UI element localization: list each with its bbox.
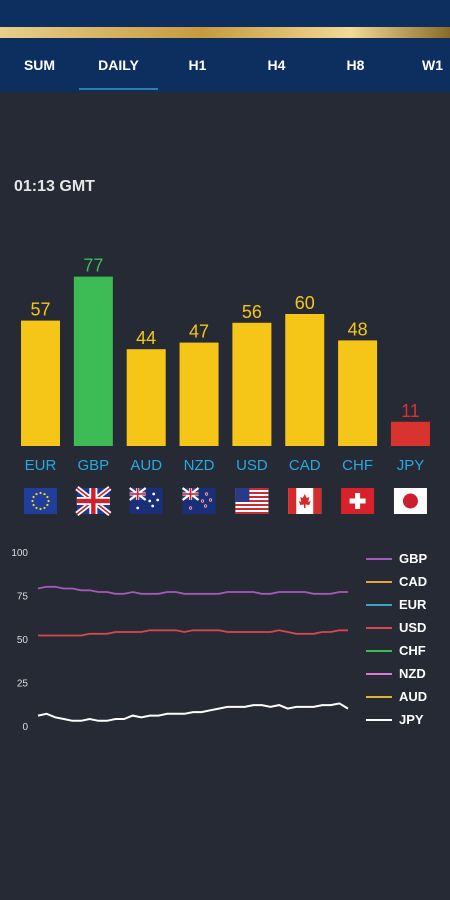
y-tick-label: 50 [17, 635, 29, 646]
top-app-bar: SUM DAILY H1 H4 H8 W1 [0, 0, 450, 92]
bar-chf [338, 340, 378, 446]
currency-label: NZD [184, 457, 215, 474]
eu-flag-icon [24, 488, 57, 514]
legend-swatch [366, 719, 392, 721]
legend-item-nzd: NZD [366, 665, 450, 688]
bar-eur [21, 320, 60, 446]
y-tick-label: 25 [17, 679, 29, 690]
legend-item-eur: EUR [366, 596, 450, 619]
bar-value-label: 56 [242, 302, 262, 322]
legend-label: AUD [399, 689, 428, 704]
bar-value-label: 48 [348, 319, 368, 339]
currency-label: CAD [289, 457, 321, 474]
bar-gbp [73, 276, 113, 446]
bar-nzd [179, 342, 219, 446]
bar-value-label: 57 [30, 300, 50, 320]
canada-flag-icon [288, 488, 322, 514]
legend-swatch [366, 650, 392, 652]
bar-usd [232, 322, 272, 446]
legend-label: NZD [399, 666, 426, 681]
y-tick-label: 0 [22, 722, 28, 733]
currency-label: JPY [397, 457, 425, 474]
header-accent-stripe [0, 27, 450, 38]
currency-label: AUD [130, 457, 162, 474]
legend-item-cad: CAD [366, 573, 450, 596]
uk-flag-icon [75, 486, 112, 516]
new-zealand-flag-icon [181, 487, 216, 514]
bar-value-label: 60 [295, 293, 315, 313]
timeframe-tabs: SUM DAILY H1 H4 H8 W1 [0, 38, 450, 92]
y-tick-label: 100 [11, 548, 28, 559]
legend-label: JPY [399, 712, 424, 727]
bar-jpy [390, 421, 430, 446]
legend-item-chf: CHF [366, 642, 450, 665]
legend-item-jpy: JPY [366, 711, 450, 734]
legend-item-aud: AUD [366, 688, 450, 711]
legend-label: CAD [399, 574, 428, 589]
line-chart-legend: GBP CAD EUR USD CHF NZD AUD JPY [366, 550, 450, 734]
currency-label: EUR [25, 457, 57, 474]
japan-flag-icon [393, 488, 427, 514]
currency-label: CHF [342, 457, 373, 474]
legend-label: EUR [399, 597, 427, 612]
strength-history-line-chart: 100 75 50 25 0 [11, 548, 349, 733]
legend-item-gbp: GBP [366, 550, 450, 573]
legend-label: GBP [399, 551, 428, 566]
usa-flag-icon [235, 488, 269, 514]
currency-label: GBP [78, 457, 110, 474]
series-line-gbp [37, 585, 348, 595]
bar-aud [126, 349, 166, 446]
series-line-usd [38, 629, 348, 637]
tab-daily[interactable]: DAILY [79, 38, 158, 92]
bar-value-label: 47 [189, 322, 209, 342]
legend-swatch [366, 673, 392, 675]
bar-value-label: 44 [136, 328, 156, 348]
tab-h4[interactable]: H4 [267, 57, 286, 73]
bar-cad [285, 314, 325, 446]
legend-label: USD [399, 620, 427, 635]
legend-swatch [366, 581, 392, 583]
bar-value-label: 11 [401, 401, 420, 421]
switzerland-flag-icon [341, 488, 375, 514]
legend-swatch [366, 696, 392, 698]
tab-sum[interactable]: SUM [23, 57, 56, 73]
tab-h1[interactable]: H1 [188, 57, 207, 73]
currency-strength-bar-chart: 57 EUR 77 GBP 44 AUD 47 NZD 56 USD 60 CAD 48 CHF 11 JPY [21, 256, 430, 516]
legend-label: CHF [399, 643, 426, 658]
y-tick-label: 75 [17, 592, 29, 603]
update-time: 01:13 GMT [14, 178, 95, 195]
currency-label: USD [236, 457, 268, 474]
legend-swatch [366, 627, 392, 629]
legend-swatch [366, 604, 392, 606]
legend-item-usd: USD [366, 619, 450, 642]
tab-h8[interactable]: H8 [346, 57, 365, 73]
tab-w1[interactable]: W1 [422, 57, 443, 73]
series-line-jpy [37, 702, 349, 722]
bar-value-label: 77 [83, 256, 103, 276]
legend-swatch [366, 558, 392, 560]
australia-flag-icon [129, 487, 163, 514]
